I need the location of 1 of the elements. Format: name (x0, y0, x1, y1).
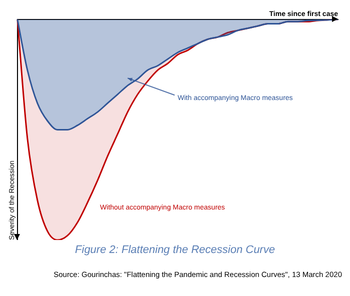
text: Figure 2: Flattening the Recession Curve (74, 244, 276, 256)
